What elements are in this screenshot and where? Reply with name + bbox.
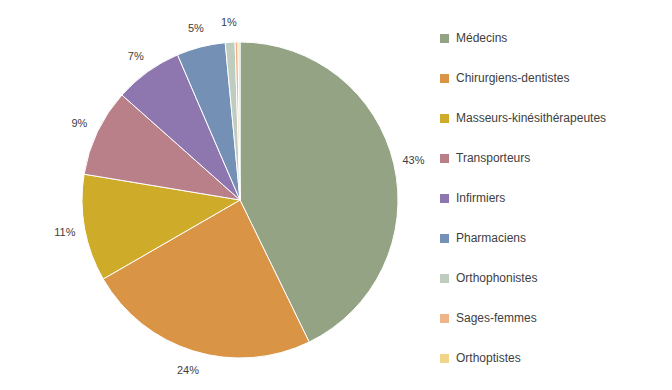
html-text:Pharmaciens: Pharmaciens [456,231,526,245]
html-text:Infirmiers: Infirmiers [456,191,506,205]
svg-text:7%: 7% [128,50,144,62]
html-text:Orthoptistes: Orthoptistes [456,351,521,365]
svg-text:5%: 5% [188,22,204,34]
svg-text:24%: 24% [177,364,199,376]
svg-text:43%: 43% [402,154,424,166]
html-text:Masseurs-kinésithérapeutes: Masseurs-kinésithérapeutes [456,111,607,125]
html-text:Sages-femmes: Sages-femmes [456,311,537,325]
html-text:Médecins: Médecins [456,31,508,45]
svg-text:9%: 9% [71,117,87,129]
html-text:Chirurgiens-dentistes: Chirurgiens-dentistes [456,71,570,85]
svg-text:11%: 11% [54,226,75,238]
html-text:Orthophonistes: Orthophonistes [456,271,538,285]
svg-text:1%: 1% [221,16,237,28]
html-text:Transporteurs: Transporteurs [456,151,531,165]
